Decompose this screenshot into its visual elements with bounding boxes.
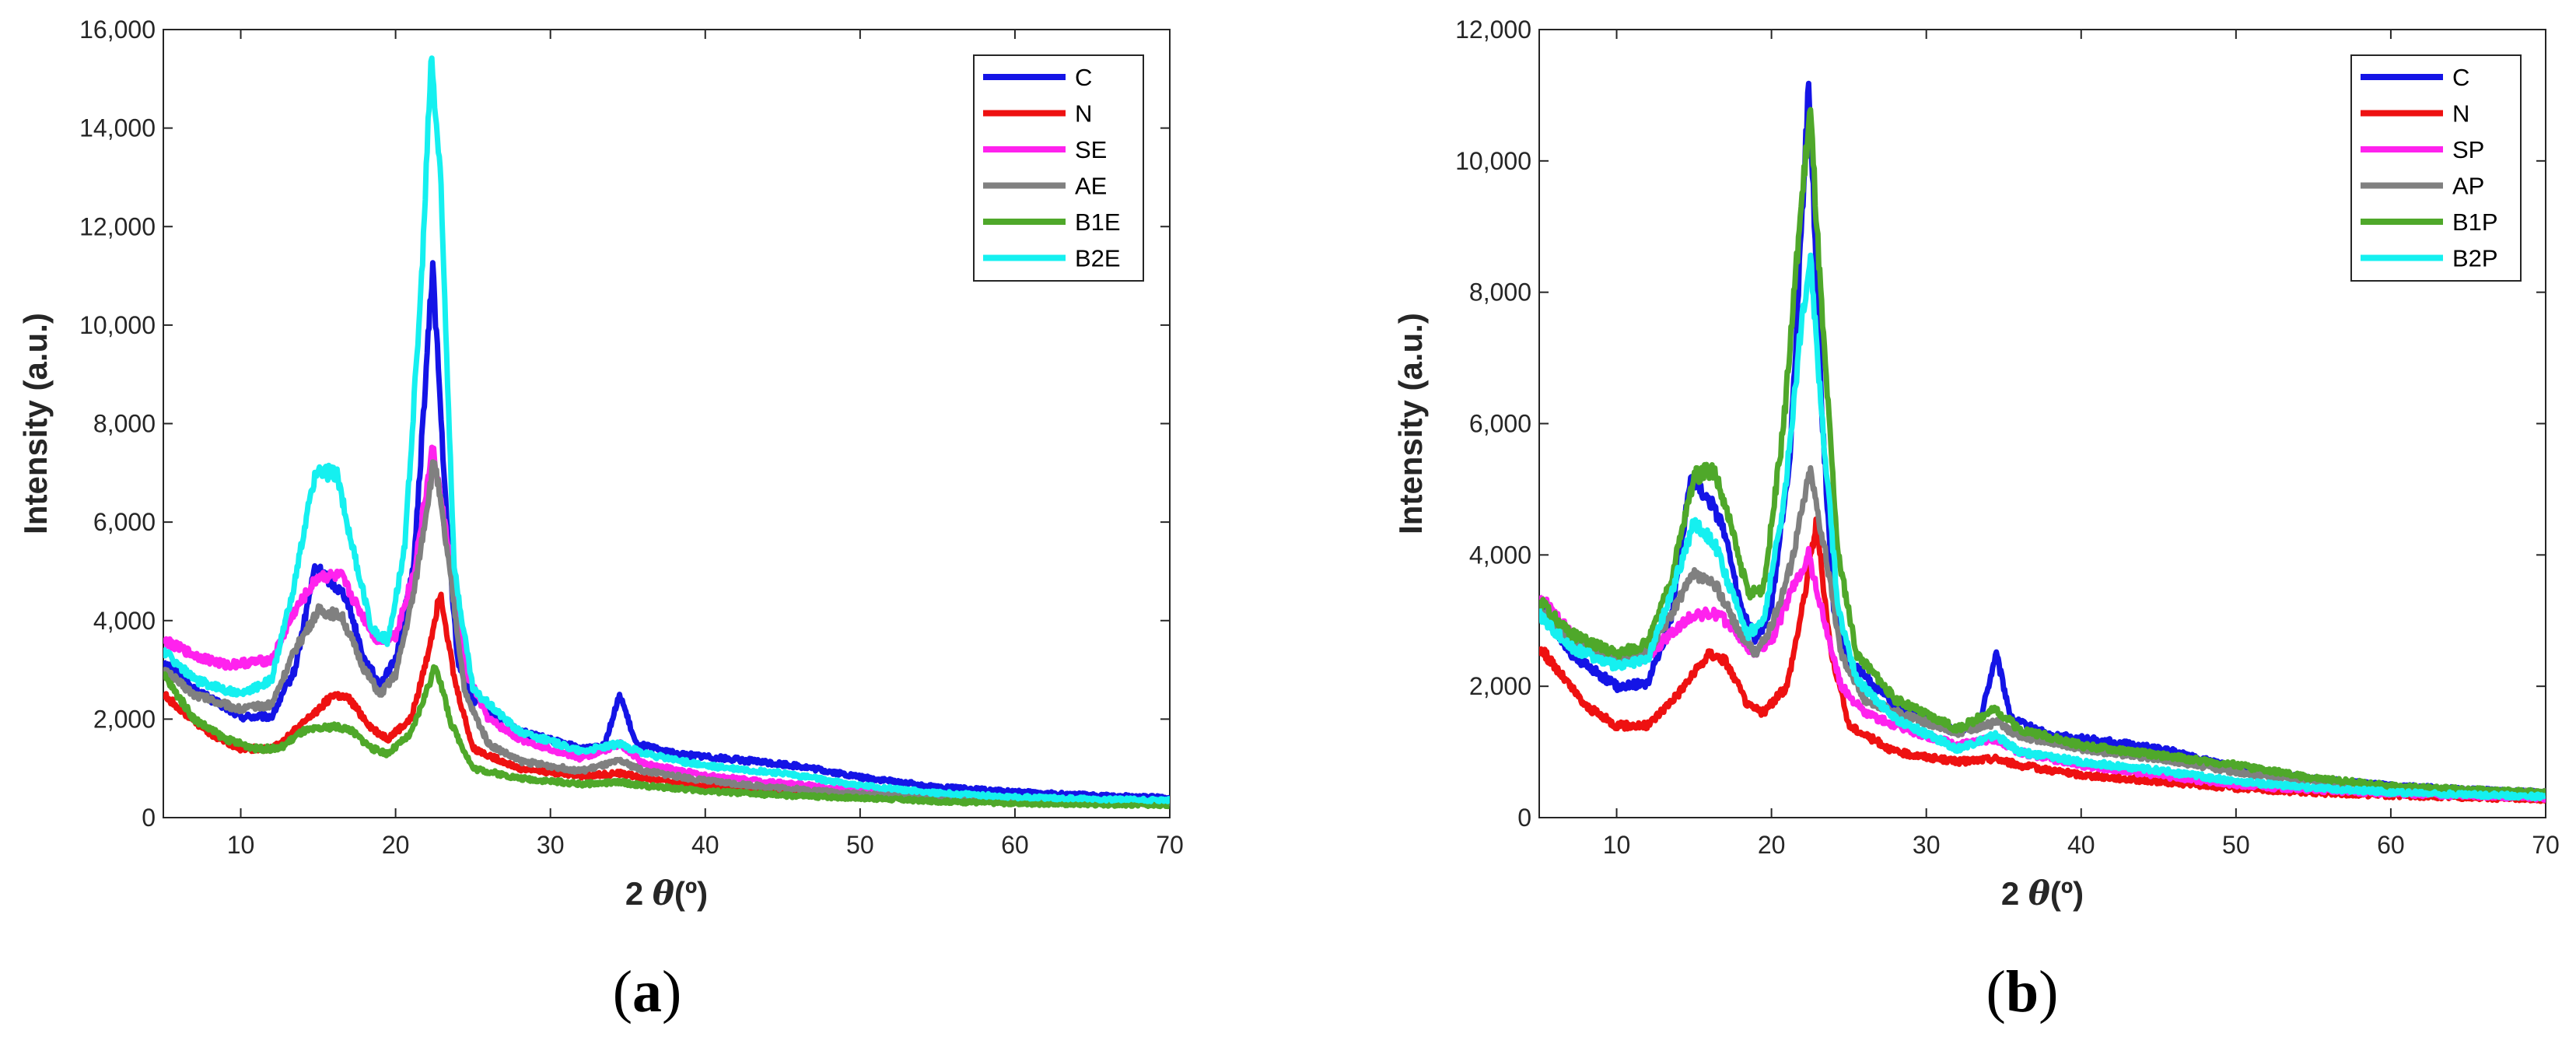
x-tick-label: 70 (2532, 831, 2560, 859)
y-tick-label: 2,000 (1469, 672, 1531, 700)
y-tick-label: 6,000 (93, 508, 156, 536)
series-line-b1e (163, 664, 1170, 810)
panel-b: 10 20 30 40 50 60 70 0 2,000 4,000 6,000 8,000 10,00… (1392, 16, 2560, 1025)
y-tick-label: 10,000 (79, 311, 156, 339)
y-tick-label: 10,000 (1455, 147, 1531, 175)
y-tick-label: 2,000 (93, 705, 156, 733)
y-tick-label: 14,000 (79, 114, 156, 142)
legend-label-b2p: B2P (2452, 245, 2498, 272)
legend-label-sp: SP (2452, 136, 2484, 163)
x-tick-label: 50 (846, 831, 874, 859)
x-tick-label: 40 (2067, 831, 2095, 859)
x-tick-label: 30 (1913, 831, 1941, 859)
y-tick-label: 8,000 (93, 410, 156, 438)
legend-label-b2e: B2E (1075, 245, 1121, 272)
x-tick-label: 10 (1603, 831, 1631, 859)
series-line-c (163, 260, 1170, 803)
x-axis-label: 2 θ(º) (2001, 874, 2084, 913)
series-line-b1p (1539, 107, 2546, 797)
y-tick-label: 4,000 (1469, 541, 1531, 569)
legend-label-c: C (1075, 64, 1092, 91)
legend-label-ae: AE (1075, 173, 1107, 200)
y-tick-label: 12,000 (79, 212, 156, 240)
y-tick-label: 16,000 (79, 16, 156, 44)
legend-box (973, 54, 1144, 282)
legend-label-n: N (2452, 100, 2469, 128)
y-tick-label: 4,000 (93, 607, 156, 635)
y-tick-label: 6,000 (1469, 410, 1531, 438)
legend-label-b1p: B1P (2452, 208, 2498, 236)
panel-label: (a) (613, 959, 682, 1025)
x-tick-label: 40 (691, 831, 719, 859)
legend-label-ap: AP (2452, 173, 2484, 200)
x-axis-label: 2 θ(º) (625, 874, 708, 913)
y-tick-label: 0 (142, 804, 156, 832)
y-axis-label: Intensity (a.u.) (1392, 313, 1429, 534)
x-tick-label: 30 (537, 831, 565, 859)
y-tick-label: 8,000 (1469, 279, 1531, 307)
legend-label-se: SE (1075, 136, 1107, 163)
y-axis-label: Intensity (a.u.) (17, 313, 54, 534)
legend-box (2350, 54, 2522, 282)
y-tick-label: 0 (1517, 804, 1531, 832)
series-line-b2e (163, 55, 1170, 804)
legend-label-c: C (2452, 64, 2469, 91)
x-tick-label: 60 (1001, 831, 1029, 859)
x-tick-label: 20 (382, 831, 410, 859)
legend-label-b1e: B1E (1075, 208, 1121, 236)
panel-label: (b) (1986, 959, 2059, 1025)
x-tick-label: 70 (1156, 831, 1184, 859)
x-tick-label: 20 (1758, 831, 1786, 859)
panel-a: 10 20 30 40 50 60 70 0 2,000 4,000 6,000 8,000 10,00… (17, 16, 1184, 1025)
y-tick-label: 12,000 (1455, 16, 1531, 44)
series-line-b2p (1539, 252, 2546, 802)
x-tick-label: 50 (2222, 831, 2250, 859)
x-tick-label: 60 (2377, 831, 2405, 859)
legend-label-n: N (1075, 100, 1092, 128)
x-tick-label: 10 (227, 831, 255, 859)
